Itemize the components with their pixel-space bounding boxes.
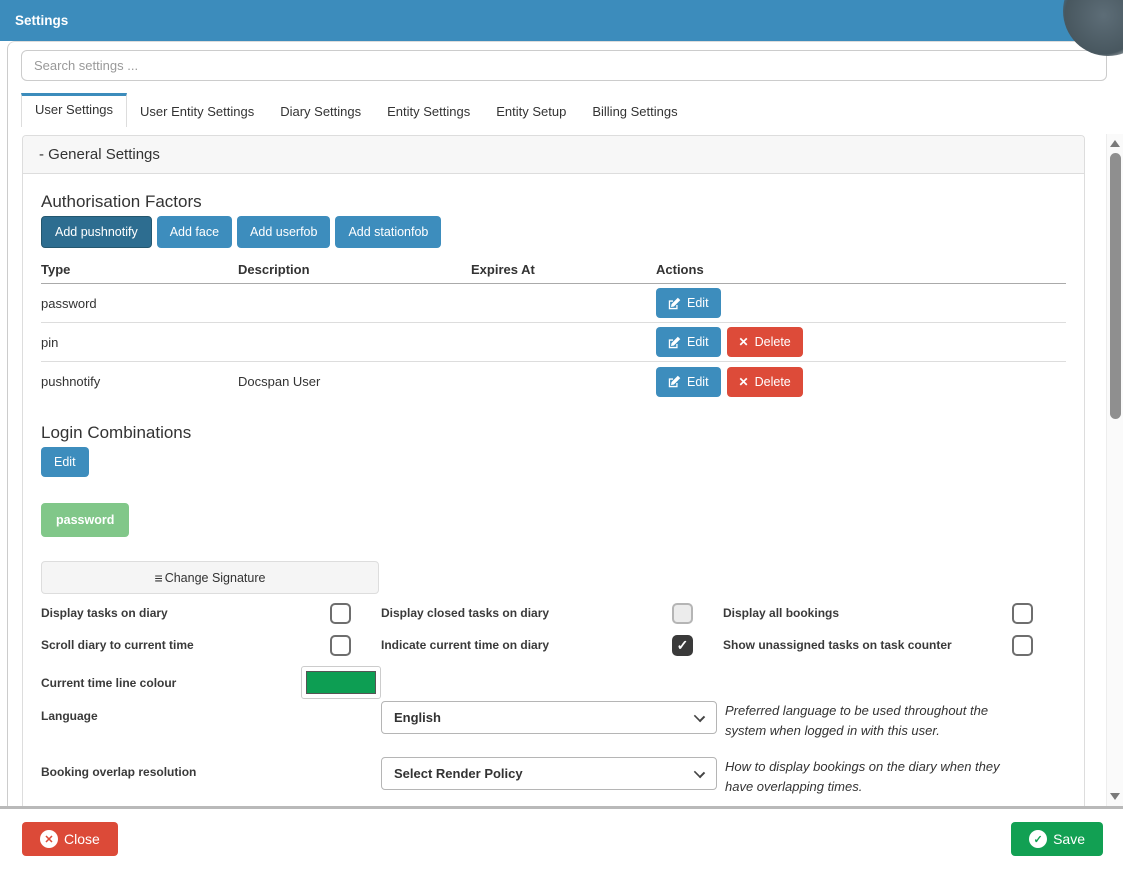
tab-entity-setup[interactable]: Entity Setup [496, 104, 567, 119]
diary-toggle-grid: Display tasks on diary ✓ Display closed … [41, 600, 1066, 658]
edit-login-combinations-button[interactable]: Edit [41, 447, 89, 477]
modal-content-wrapper: User Settings User Entity Settings Diary… [0, 41, 1123, 806]
table-row: pushnotify Docspan User Edit ✕ [41, 362, 1066, 401]
edit-button[interactable]: Edit [656, 288, 721, 318]
chevron-down-icon [693, 710, 706, 723]
scroll-diary-checkbox[interactable]: ✓ [330, 634, 351, 656]
panel-header-general-settings[interactable]: - General Settings [23, 136, 1084, 174]
table-row: pin Edit ✕ [41, 323, 1066, 362]
render-policy-select[interactable]: Select Render Policy [381, 757, 717, 791]
table-row: password Edit [41, 284, 1066, 323]
change-signature-button[interactable]: ≡ Change Signature [41, 561, 379, 594]
cell-type: pushnotify [41, 374, 101, 389]
edit-icon [668, 375, 681, 388]
x-icon: ✕ [738, 374, 749, 389]
language-help-text: Preferred language to be used throughout… [725, 703, 989, 739]
indicate-current-time-checkbox[interactable]: ✓ [672, 634, 693, 656]
save-circle-check-icon: ✓ [1029, 830, 1048, 848]
modal-header: Settings [0, 0, 1123, 41]
colour-swatch [306, 671, 376, 694]
toggle-display-all-bookings: Display all bookings ✓ [723, 600, 1033, 626]
col-header-type: Type [41, 262, 71, 277]
scrollbar-thumb[interactable] [1110, 153, 1121, 419]
col-header-description: Description [238, 262, 310, 277]
add-factor-buttons: Add pushnotify Add face Add userfob Add … [41, 216, 1066, 248]
chevron-down-icon [693, 767, 706, 779]
auth-factors-table: Type Description Expires At Actions pass… [41, 258, 1066, 401]
authorisation-factors-heading: Authorisation Factors [41, 192, 202, 211]
close-circle-x-icon: ✕ [40, 830, 58, 848]
toggle-display-tasks-on-diary: Display tasks on diary ✓ [41, 600, 351, 626]
x-icon: ✕ [738, 335, 749, 349]
cell-type: pin [41, 334, 59, 350]
scroll-down-arrow-icon[interactable] [1110, 793, 1120, 800]
tab-diary-settings[interactable]: Diary Settings [280, 104, 362, 119]
language-row: Language English Preferred language to b… [41, 701, 1066, 741]
tab-user-entity-settings[interactable]: User Entity Settings [140, 104, 255, 119]
current-time-line-colour-row: Current time line colour [41, 666, 1066, 699]
delete-button[interactable]: ✕ Delete [726, 366, 803, 397]
tab-billing-settings[interactable]: Billing Settings [592, 104, 678, 119]
toggle-show-unassigned-tasks: Show unassigned tasks on task counter ✓ [723, 632, 1033, 658]
search-input[interactable] [21, 50, 1107, 81]
modal-title: Settings [15, 13, 69, 28]
cell-description: Docspan User [238, 374, 321, 389]
tab-entity-settings[interactable]: Entity Settings [387, 104, 471, 119]
add-face-button[interactable]: Add face [156, 216, 233, 248]
login-combinations-heading: Login Combinations [41, 423, 192, 442]
language-select[interactable]: English [381, 701, 717, 734]
edit-icon [668, 336, 681, 349]
edit-button[interactable]: Edit [656, 327, 721, 357]
delete-button[interactable]: ✕ Delete [726, 327, 803, 357]
general-settings-panel: - General Settings Authorisation Factors… [22, 135, 1085, 806]
vertical-scrollbar[interactable] [1106, 134, 1123, 806]
scroll-area: - General Settings Authorisation Factors… [8, 134, 1123, 806]
display-closed-tasks-checkbox[interactable]: ✓ [672, 602, 693, 624]
close-button[interactable]: ✕ Close [22, 822, 118, 856]
booking-overlap-row: Booking overlap resolution Select Render… [41, 757, 1066, 797]
show-unassigned-tasks-checkbox[interactable]: ✓ [1012, 634, 1033, 656]
cell-actions: Edit ✕ Delete [656, 366, 1066, 397]
edit-button[interactable]: Edit [656, 366, 721, 397]
toggle-indicate-current-time: Indicate current time on diary ✓ [381, 632, 693, 658]
col-header-actions: Actions [656, 262, 704, 277]
toggle-display-closed-tasks-on-diary: Display closed tasks on diary ✓ [381, 600, 693, 626]
login-combinations-section: Login Combinations Edit password ≡ Chang… [41, 423, 1066, 594]
col-header-expires-at: Expires At [471, 262, 535, 277]
booking-overlap-help-text: How to display bookings on the diary whe… [725, 759, 1000, 795]
cell-actions: Edit [656, 288, 1066, 318]
check-icon: ✓ [676, 636, 689, 653]
modal-body: User Settings User Entity Settings Diary… [7, 41, 1123, 806]
login-combination-badge: password [41, 503, 130, 537]
edit-icon [668, 297, 681, 310]
signature-icon: ≡ [154, 569, 163, 586]
save-button[interactable]: ✓ Save [1011, 822, 1103, 856]
display-tasks-on-diary-checkbox[interactable]: ✓ [330, 602, 351, 624]
toggle-scroll-diary-to-current-time: Scroll diary to current time ✓ [41, 632, 351, 658]
tab-bar: User Settings User Entity Settings Diary… [21, 93, 1123, 127]
add-stationfob-button[interactable]: Add stationfob [335, 216, 442, 248]
tab-user-settings[interactable]: User Settings [21, 93, 128, 127]
colour-picker[interactable] [301, 666, 381, 699]
modal-footer: ✕ Close ✓ Save [0, 806, 1123, 873]
add-userfob-button[interactable]: Add userfob [237, 216, 331, 248]
add-pushnotify-button[interactable]: Add pushnotify [41, 216, 152, 248]
scroll-up-arrow-icon[interactable] [1110, 140, 1120, 147]
cell-type: password [41, 295, 97, 311]
panel-content: Authorisation Factors Add pushnotify Add… [23, 174, 1084, 806]
cell-actions: Edit ✕ Delete [656, 327, 1066, 357]
table-header-row: Type Description Expires At Actions [41, 258, 1066, 284]
display-all-bookings-checkbox[interactable]: ✓ [1012, 602, 1033, 624]
